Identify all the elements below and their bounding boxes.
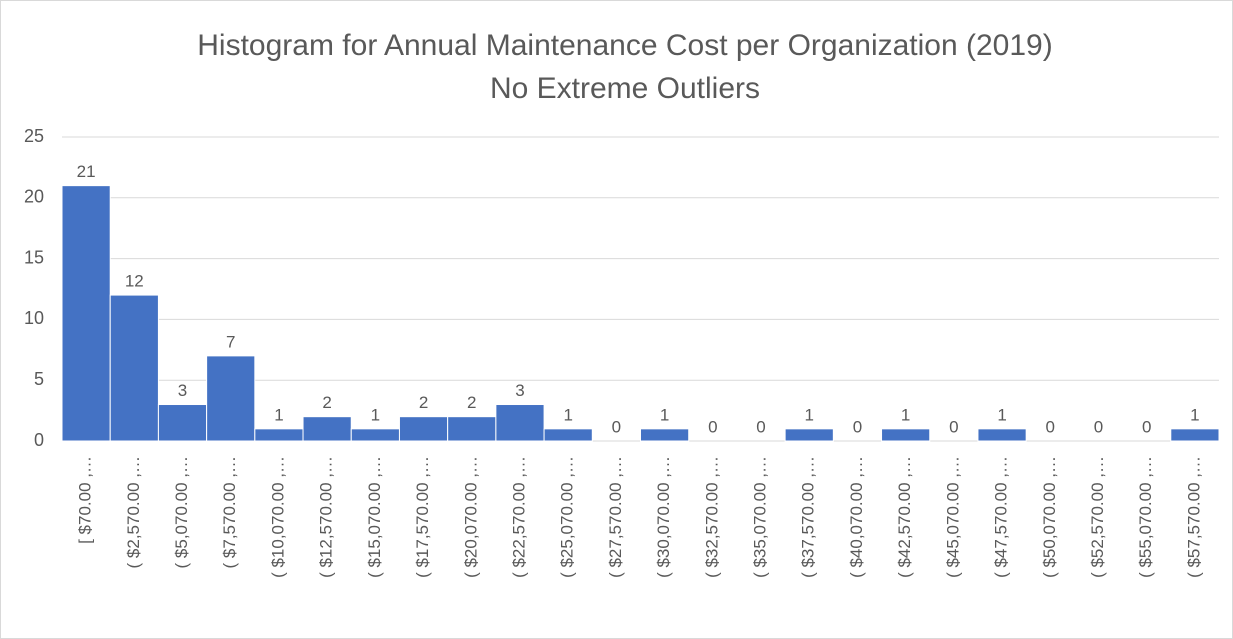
data-label: 0 bbox=[1142, 417, 1151, 436]
data-label: 0 bbox=[1046, 417, 1055, 436]
y-tick-label: 0 bbox=[34, 430, 44, 450]
data-label: 0 bbox=[949, 417, 958, 436]
y-tick-label: 10 bbox=[24, 308, 44, 328]
x-tick-label: ( $5,070.00 ,… bbox=[172, 456, 191, 568]
data-label: 2 bbox=[322, 393, 331, 412]
data-label: 1 bbox=[274, 405, 283, 424]
x-tick-label: ( $47,570.00 ,… bbox=[992, 456, 1011, 578]
bar bbox=[881, 428, 931, 442]
data-label: 1 bbox=[804, 405, 813, 424]
bar bbox=[495, 404, 545, 442]
x-tick-label: ( $32,570.00 ,… bbox=[702, 456, 721, 578]
data-label: 2 bbox=[419, 393, 428, 412]
data-label: 21 bbox=[77, 162, 96, 181]
x-tick-label: ( $57,570.00 ,… bbox=[1184, 456, 1203, 578]
data-label: 0 bbox=[853, 417, 862, 436]
x-tick-label: ( $15,070.00 ,… bbox=[365, 456, 384, 578]
bar bbox=[157, 404, 208, 442]
data-label: 3 bbox=[178, 381, 187, 400]
data-label: 1 bbox=[371, 405, 380, 424]
bar bbox=[254, 428, 304, 442]
data-label: 0 bbox=[612, 417, 621, 436]
data-label: 1 bbox=[660, 405, 669, 424]
x-tick-label: ( $17,570.00 ,… bbox=[413, 456, 432, 578]
bar bbox=[543, 428, 593, 442]
bar bbox=[302, 416, 352, 442]
x-tick-label: ( $50,070.00 ,… bbox=[1040, 456, 1059, 578]
bar bbox=[398, 416, 449, 442]
y-tick-label: 25 bbox=[24, 126, 44, 146]
data-label: 7 bbox=[226, 332, 235, 351]
data-label: 12 bbox=[125, 272, 144, 291]
data-label: 3 bbox=[515, 381, 524, 400]
x-tick-label: ( $42,570.00 ,… bbox=[895, 456, 914, 578]
y-tick-label: 20 bbox=[24, 187, 44, 207]
x-tick-label: ( $55,070.00 ,… bbox=[1136, 456, 1155, 578]
data-label: 1 bbox=[1190, 405, 1199, 424]
data-label: 0 bbox=[756, 417, 765, 436]
bar bbox=[206, 355, 256, 442]
data-label: 2 bbox=[467, 393, 476, 412]
x-tick-label: ( $27,570.00 ,… bbox=[606, 456, 625, 578]
data-label: 1 bbox=[563, 405, 572, 424]
data-label: 0 bbox=[1094, 417, 1103, 436]
data-label: 1 bbox=[997, 405, 1006, 424]
x-tick-label: ( $20,070.00 ,… bbox=[461, 456, 480, 578]
x-tick-label: ( $30,070.00 ,… bbox=[654, 456, 673, 578]
data-label: 1 bbox=[901, 405, 910, 424]
data-label: 0 bbox=[708, 417, 717, 436]
y-tick-label: 5 bbox=[34, 369, 44, 389]
x-tick-label: ( $40,070.00 ,… bbox=[847, 456, 866, 578]
x-tick-label: ( $12,570.00 ,… bbox=[317, 456, 336, 578]
x-tick-label: ( $35,070.00 ,… bbox=[751, 456, 770, 578]
bar bbox=[1170, 428, 1220, 442]
chart-subtitle: No Extreme Outliers bbox=[490, 72, 760, 105]
y-tick-label: 15 bbox=[24, 247, 44, 267]
x-tick-label: ( $2,570.00 ,… bbox=[124, 456, 143, 568]
x-tick-label: ( $45,070.00 ,… bbox=[943, 456, 962, 578]
x-tick-label: ( $25,070.00 ,… bbox=[558, 456, 577, 578]
x-tick-label: ( $10,070.00 ,… bbox=[268, 456, 287, 578]
bar bbox=[447, 416, 497, 442]
bar bbox=[61, 185, 111, 442]
x-tick-label: ( $22,570.00 ,… bbox=[509, 456, 528, 578]
bar bbox=[109, 294, 159, 442]
chart-title: Histogram for Annual Maintenance Cost pe… bbox=[197, 29, 1052, 62]
x-tick-label: ( $7,570.00 ,… bbox=[220, 456, 239, 568]
x-tick-label: [ $70.00 ,… bbox=[76, 456, 95, 544]
bar bbox=[350, 428, 400, 442]
bar bbox=[784, 428, 834, 442]
bar bbox=[977, 428, 1027, 442]
bar bbox=[640, 428, 690, 442]
x-tick-label: ( $52,570.00 ,… bbox=[1088, 456, 1107, 578]
x-tick-label: ( $37,570.00 ,… bbox=[799, 456, 818, 578]
